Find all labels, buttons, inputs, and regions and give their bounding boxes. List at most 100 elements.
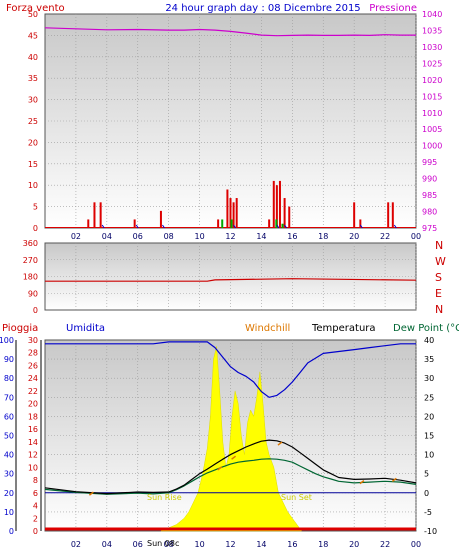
windchill-mark-0 [88, 491, 94, 496]
rain-y-tick-6: 6 [33, 489, 38, 498]
temp-x-tick-18: 18 [318, 540, 328, 549]
temp-x-tick-04: 04 [102, 540, 112, 549]
dewpoint-label: Dew Point (°C [393, 323, 459, 334]
temp-x-tick-10: 10 [194, 540, 204, 549]
humidity-y-tick-10: 10 [4, 508, 14, 517]
wind-y-tick-5: 5 [33, 203, 38, 212]
dir-y-tick-270: 270 [23, 256, 38, 265]
rain-y-tick-4: 4 [33, 502, 38, 511]
wind-y-tick-50: 50 [28, 10, 38, 19]
wind-dir-marker-2 [162, 224, 165, 229]
wind-y-tick-40: 40 [28, 53, 38, 62]
sunrise-annotation: Sun Rise [147, 493, 182, 502]
temp-x-tick-06: 06 [133, 540, 143, 549]
wind-dir-marker-5 [284, 224, 288, 229]
wind-x-tick-14: 14 [256, 232, 266, 241]
temp-y-tick--10: -10 [424, 527, 437, 536]
wind-x-tick-20: 20 [349, 232, 359, 241]
temp-x-tick-12: 12 [225, 540, 235, 549]
pressure-y-tick-1040: 1040 [422, 10, 442, 19]
temp-y-tick-40: 40 [424, 336, 434, 345]
wind-x-tick-12: 12 [225, 232, 235, 241]
direction-line [45, 278, 417, 282]
temp-x-tick-08: 08 [164, 540, 174, 549]
windchill-mark-3 [277, 441, 283, 446]
wind-dir-marker-0 [101, 224, 105, 229]
tick-label-layer: 0510152025303540455097598098599099510001… [0, 10, 446, 549]
pressure-y-tick-1000: 1000 [422, 142, 442, 151]
temp-y-tick-35: 35 [424, 355, 434, 364]
wind-x-tick-18: 18 [318, 232, 328, 241]
wind-x-tick-22: 22 [380, 232, 390, 241]
pressure-y-tick-1010: 1010 [422, 109, 442, 118]
temp-y-tick-20: 20 [424, 412, 434, 421]
humidity-y-tick-50: 50 [4, 432, 14, 441]
wind-x-tick-00: 00 [411, 232, 421, 241]
temp-x-tick-02: 02 [71, 540, 81, 549]
temp-x-tick-16: 16 [287, 540, 297, 549]
temp-y-tick-25: 25 [424, 393, 434, 402]
pressure-y-tick-1030: 1030 [422, 43, 442, 52]
pressure-y-tick-1025: 1025 [422, 59, 442, 68]
pressure-y-tick-990: 990 [422, 175, 437, 184]
wind-x-tick-08: 08 [164, 232, 174, 241]
dir-y-tick-90: 90 [28, 289, 38, 298]
series-layer [44, 27, 417, 532]
rain-y-tick-10: 10 [28, 463, 38, 472]
humidity-y-tick-80: 80 [4, 374, 14, 383]
windchill-mark-1 [217, 466, 223, 471]
pressure-y-tick-1035: 1035 [422, 26, 442, 35]
rain-y-tick-18: 18 [28, 412, 38, 421]
windchill-label: Windchill [245, 323, 290, 334]
chart-title: 24 hour graph day : 08 Dicembre 2015 [165, 3, 360, 14]
rain-y-tick-12: 12 [28, 451, 38, 460]
dir-cardinal-2: S [435, 271, 442, 284]
rain-y-tick-2: 2 [33, 514, 38, 523]
wind-y-tick-10: 10 [28, 181, 38, 190]
wind-dir-marker-6 [359, 224, 363, 229]
wind-y-tick-0: 0 [33, 224, 38, 233]
pressure-y-tick-975: 975 [422, 224, 437, 233]
dir-y-tick-0: 0 [33, 306, 38, 315]
humidity-y-tick-30: 30 [4, 470, 14, 479]
rain-label: Pioggia [2, 323, 38, 334]
wind-x-tick-10: 10 [194, 232, 204, 241]
pressure-y-tick-1015: 1015 [422, 92, 442, 101]
temp-y-tick-5: 5 [424, 470, 429, 479]
rain-y-tick-8: 8 [33, 476, 38, 485]
wind-y-tick-45: 45 [28, 31, 38, 40]
humidity-label: Umidita [66, 323, 105, 334]
pressure-y-tick-995: 995 [422, 158, 437, 167]
rain-y-tick-24: 24 [28, 374, 38, 383]
dir-y-tick-360: 360 [23, 239, 38, 248]
temperature-line [44, 439, 417, 495]
humidity-y-tick-90: 90 [4, 355, 14, 364]
temp-y-tick-10: 10 [424, 451, 434, 460]
wind-y-tick-15: 15 [28, 160, 38, 169]
sunset-annotation: Sun Set [281, 493, 312, 502]
wind-speed-label: Forza vento [6, 3, 65, 14]
pressure-y-tick-985: 985 [422, 191, 437, 200]
wind-y-tick-30: 30 [28, 96, 38, 105]
rain-y-tick-30: 30 [28, 336, 38, 345]
temp-x-tick-22: 22 [380, 540, 390, 549]
rain-y-tick-14: 14 [28, 438, 38, 447]
windchill-mark-5 [391, 477, 397, 482]
humidity-line [45, 341, 416, 398]
rain-y-tick-22: 22 [28, 387, 38, 396]
wind-y-tick-25: 25 [28, 117, 38, 126]
wind-dir-marker-1 [135, 224, 139, 229]
dir-cardinal-3: E [435, 287, 442, 300]
rain-y-tick-26: 26 [28, 361, 38, 370]
temp-y-tick-15: 15 [424, 432, 434, 441]
humidity-y-tick-40: 40 [4, 451, 14, 460]
temp-y-tick-30: 30 [424, 374, 434, 383]
dir-cardinal-4: N [435, 303, 443, 316]
wind-x-tick-02: 02 [71, 232, 81, 241]
dewpoint-line [44, 458, 417, 495]
temp-y-tick-0: 0 [424, 489, 429, 498]
wind-dir-marker-3 [233, 224, 237, 229]
temp-y-tick--5: -5 [424, 508, 432, 517]
rain-y-tick-28: 28 [28, 349, 38, 358]
pressure-y-tick-980: 980 [422, 208, 437, 217]
